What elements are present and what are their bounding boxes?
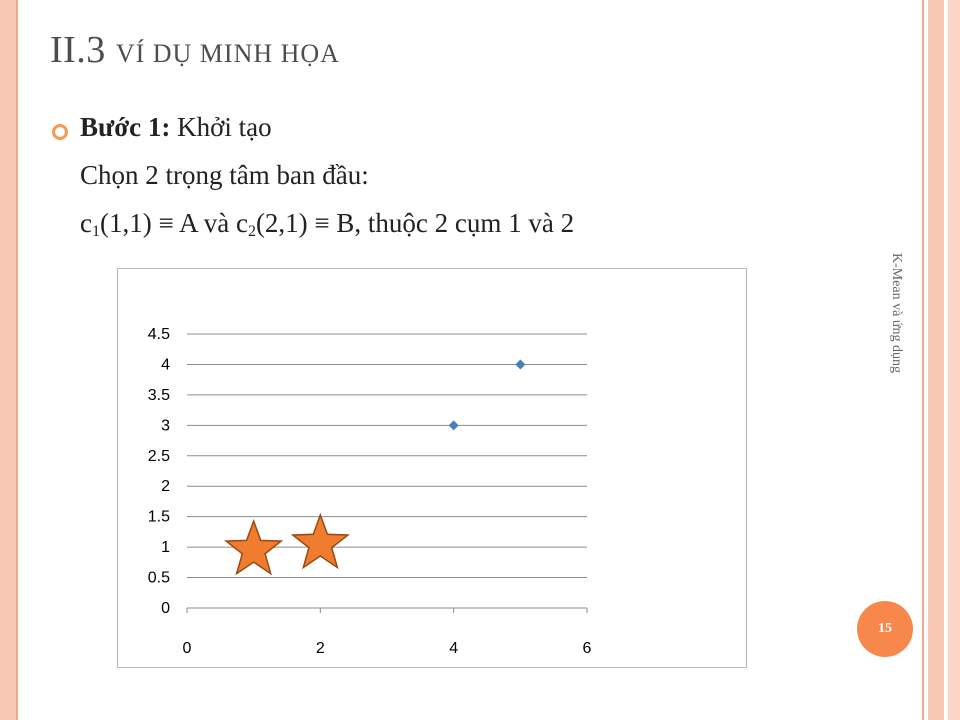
centroid-intro-line: Chọn 2 trọng tâm ban đầu: xyxy=(80,160,369,190)
y-tick-label: 2.5 xyxy=(148,448,170,465)
step-text: Khởi tạo xyxy=(177,112,272,142)
x-tick-label: 2 xyxy=(316,640,325,657)
y-tick-label: 3 xyxy=(161,417,170,434)
y-tick-label: 4 xyxy=(161,356,170,373)
y-tick-label: 0.5 xyxy=(148,570,170,587)
slide-title-caps: VÍ DỤ MINH HỌA xyxy=(115,39,340,68)
left-decorative-border xyxy=(0,0,18,720)
y-tick-label: 3.5 xyxy=(148,387,170,404)
y-tick-label: 1 xyxy=(161,539,170,556)
data-point-diamond xyxy=(448,420,459,431)
bullet-circle-icon xyxy=(52,124,68,140)
slide-title: II.3 VÍ DỤ MINH HỌA xyxy=(50,29,340,71)
right-decorative-border xyxy=(922,0,960,720)
x-tick-label: 6 xyxy=(583,640,592,657)
data-point-diamond xyxy=(515,359,526,370)
page-number-badge: 15 xyxy=(857,601,913,657)
chart-svg: 0 0.5 1 1.5 2 2.5 3 3.5 4 4.5 0 2 4 6 xyxy=(148,326,592,657)
y-tick-label: 0 xyxy=(161,600,170,617)
y-tick-label: 4.5 xyxy=(148,326,170,343)
x-tick-label: 4 xyxy=(449,640,458,657)
x-tick-label: 0 xyxy=(183,640,192,657)
centroid-definition-line: c1(1,1) ≡ A và c2(2,1) ≡ B, thuộc 2 cụm … xyxy=(80,208,575,240)
step-label: Bước 1: xyxy=(80,112,171,142)
data-point-star xyxy=(290,512,350,570)
step-line: Bước 1: Khởi tạo xyxy=(80,112,272,143)
side-vertical-label: K-Mean và ứng dụng xyxy=(889,253,904,373)
data-point-star xyxy=(224,518,284,576)
scatter-chart: 0 0.5 1 1.5 2 2.5 3 3.5 4 4.5 0 2 4 6 xyxy=(117,268,747,668)
y-tick-label: 2 xyxy=(161,478,170,495)
y-tick-label: 1.5 xyxy=(148,509,170,526)
